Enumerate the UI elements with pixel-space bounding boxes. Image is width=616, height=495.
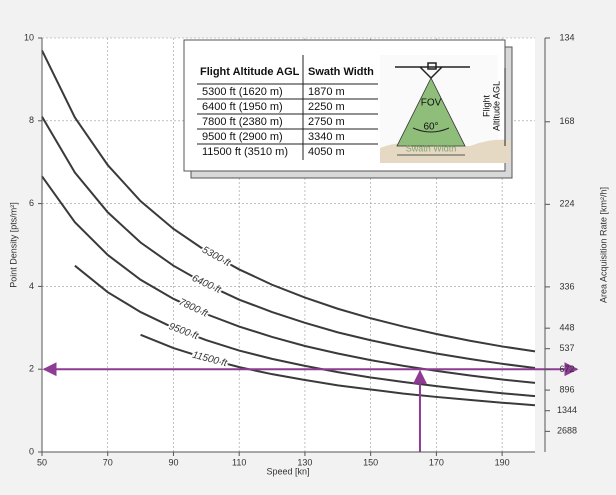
table-cell: 11500 ft (3510 m)	[202, 146, 288, 158]
x-tick-label: 150	[363, 457, 378, 467]
x-tick-label: 50	[37, 457, 47, 467]
x-tick-label: 110	[232, 457, 246, 467]
line	[41, 49, 536, 353]
altitude-label: Altitude AGL	[491, 81, 501, 131]
y2-axis-title: Area Acquisition Rate [km²/h]	[598, 187, 608, 303]
inset: Flight Altitude AGL Swath Width 5300 ft …	[183, 39, 513, 179]
table-header: Swath Width	[308, 66, 374, 78]
angle-label: 60°	[423, 122, 438, 133]
fov-cone	[396, 77, 466, 147]
y-tick-label: 6	[29, 198, 34, 208]
y2-tick-label: 2688	[557, 426, 577, 436]
y2-tick-label: 896	[559, 384, 574, 394]
table-cell: 2750 m	[308, 116, 345, 128]
table-cell: 7800 ft (2380 m)	[202, 116, 283, 128]
table-cell: 5300 ft (1620 m)	[202, 86, 283, 98]
y2-tick-label: 448	[559, 323, 574, 333]
table-cell: 9500 ft (2900 m)	[202, 131, 283, 143]
table-cell: 3340 m	[308, 131, 345, 143]
fov-label: FOV	[421, 98, 442, 109]
y2-tick-label: 224	[559, 199, 574, 209]
table-cell: 4050 m	[308, 146, 345, 158]
y-axis-title: Point Density [pts/m²]	[8, 202, 18, 288]
y2-tick-label: 537	[559, 343, 574, 353]
y2-tick-label: 1344	[557, 405, 577, 415]
y-tick-label: 4	[29, 281, 34, 291]
table-cell: 1870 m	[308, 86, 345, 98]
y2-tick-label: 672	[559, 364, 574, 374]
y2-tick-label: 168	[559, 116, 574, 126]
altitude-label: Flight	[481, 95, 491, 118]
y-tick-label: 2	[29, 364, 34, 374]
y-tick-label: 8	[29, 115, 34, 125]
line	[140, 333, 536, 407]
angle-arc	[412, 127, 450, 133]
x-tick-label: 130	[297, 457, 312, 467]
x-tick-label: 170	[429, 457, 444, 467]
line	[41, 116, 536, 369]
x-axis-title: Speed [kn]	[266, 466, 309, 476]
y-tick-label: 0	[29, 446, 34, 456]
y2-tick-label: 336	[559, 281, 574, 291]
table-cell: 6400 ft (1950 m)	[202, 101, 283, 113]
swath-label: Swath Width	[406, 143, 457, 153]
y-tick-label: 10	[24, 32, 34, 42]
aircraft	[395, 62, 470, 80]
x-tick-label: 90	[168, 457, 178, 467]
x-tick-label: 190	[495, 457, 510, 467]
x-tick-label: 70	[103, 457, 113, 467]
table-header: Flight Altitude AGL	[200, 66, 300, 78]
y2-tick-label: 134	[559, 32, 574, 42]
table-cell: 2250 m	[308, 101, 345, 113]
